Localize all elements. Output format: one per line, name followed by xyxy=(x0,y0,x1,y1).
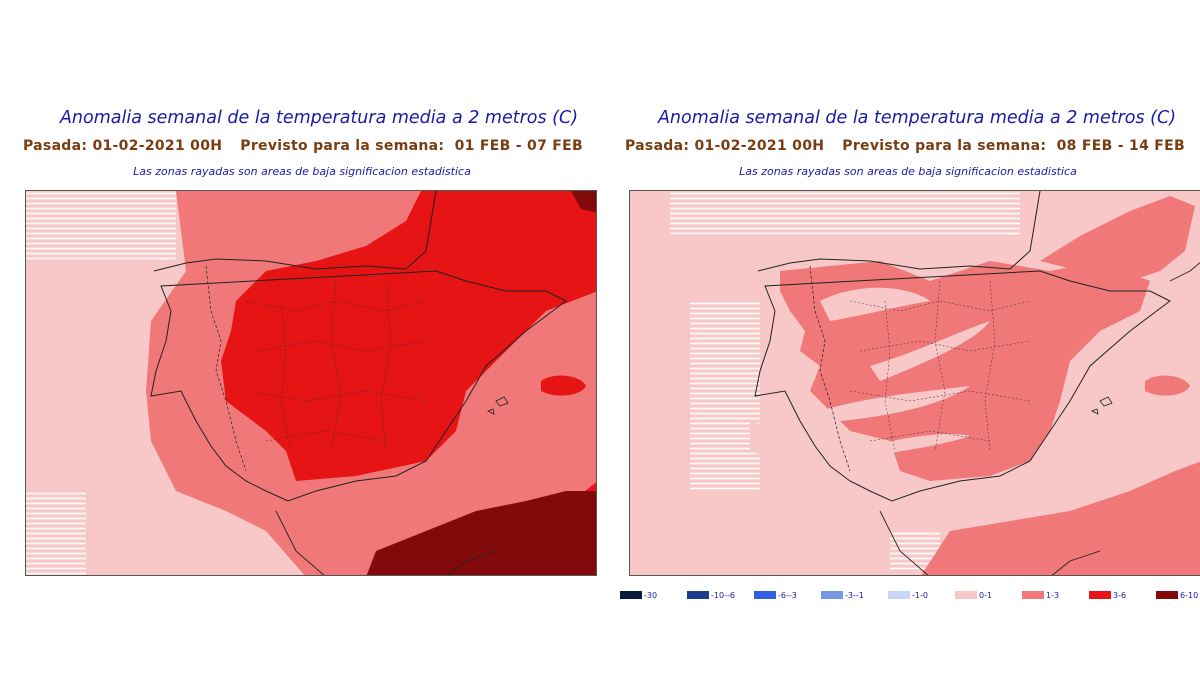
legend-label: 0-1 xyxy=(979,590,993,600)
coastline xyxy=(487,396,509,415)
run-label: Pasada: 01-02-2021 00H xyxy=(23,138,223,154)
anomaly-zone-6-10 xyxy=(366,491,596,575)
legend-label: 6-10 xyxy=(1180,590,1199,600)
legend-swatch xyxy=(1022,591,1044,599)
run-info-line: Pasada: 01-02-2021 00H Previsto para la s… xyxy=(23,138,583,154)
run-label: Pasada: 01-02-2021 00H xyxy=(625,138,825,154)
legend-swatch xyxy=(1156,591,1178,599)
hatched-zone xyxy=(26,191,176,261)
legend-item: -3--1 xyxy=(821,589,864,601)
hatched-zone xyxy=(670,191,1020,236)
coastline xyxy=(879,510,1101,575)
map-panel-week-2: Anomalia semanal de la temperatura media… xyxy=(600,0,1200,675)
legend-item: 6-10 xyxy=(1156,589,1198,601)
legend-item: 0-1 xyxy=(955,589,992,601)
forecast-label: Previsto para la semana: xyxy=(240,138,445,154)
map-title: Anomalia semanal de la temperatura media… xyxy=(657,108,1177,128)
coastline xyxy=(1169,262,1200,282)
anomaly-map-graphic xyxy=(630,191,1200,575)
legend-label: -10--6 xyxy=(711,590,735,600)
legend-label: -3--1 xyxy=(845,590,864,600)
anomaly-zone-1-3 xyxy=(1040,196,1195,281)
map-title: Anomalia semanal de la temperatura media… xyxy=(59,108,579,128)
coastline xyxy=(150,191,567,502)
province-borders xyxy=(245,300,427,442)
legend-label: 3-6 xyxy=(1113,590,1127,600)
anomaly-zone-1-3 xyxy=(921,461,1200,575)
anomaly-zone-0-1 xyxy=(750,421,880,481)
legend-swatch xyxy=(754,591,776,599)
legend-swatch xyxy=(888,591,910,599)
run-info-line: Pasada: 01-02-2021 00H Previsto para la s… xyxy=(625,138,1185,154)
province-borders xyxy=(849,300,1031,442)
anomaly-zone-0-1 xyxy=(820,386,970,421)
legend-item: -1-0 xyxy=(888,589,928,601)
legend-label: 1-3 xyxy=(1046,590,1060,600)
province-borders xyxy=(280,280,392,452)
forecast-range: 08 FEB - 14 FEB xyxy=(1056,138,1186,154)
anomaly-zone-6-10 xyxy=(571,191,596,213)
map-panel-week-1: Anomalia semanal de la temperatura media… xyxy=(23,108,597,576)
province-borders xyxy=(884,280,996,452)
legend-label: -6--3 xyxy=(778,590,797,600)
hatched-zone xyxy=(26,491,86,575)
legend-swatch xyxy=(955,591,977,599)
legend-swatch xyxy=(620,591,642,599)
coastline xyxy=(1091,396,1113,415)
anomaly-zone-0-1 xyxy=(870,321,990,381)
hatched-zone xyxy=(690,301,760,491)
anomaly-map-graphic xyxy=(26,191,596,575)
anomaly-zone-1-3 xyxy=(1145,375,1190,396)
anomaly-zone-3-6 xyxy=(541,375,586,396)
forecast-range: 01 FEB - 07 FEB xyxy=(454,138,584,154)
legend-item: 1-3 xyxy=(1022,589,1059,601)
anomaly-zone-1-3 xyxy=(780,261,1150,481)
legend-item: 3-6 xyxy=(1089,589,1126,601)
hatching-note: Las zonas rayadas son areas de baja sign… xyxy=(133,165,471,178)
legend-swatch xyxy=(687,591,709,599)
coastline xyxy=(275,510,497,575)
legend-swatch xyxy=(821,591,843,599)
legend-label: -30 xyxy=(644,590,658,600)
anomaly-zone-3-6 xyxy=(221,191,596,481)
anomaly-map xyxy=(25,190,597,576)
legend-item: -30 xyxy=(620,589,657,601)
hatching-note: Las zonas rayadas son areas de baja sign… xyxy=(739,165,1077,178)
country-border xyxy=(205,265,247,472)
anomaly-zone-0-1 xyxy=(870,434,970,456)
country-border xyxy=(809,265,851,472)
legend-swatch xyxy=(1089,591,1111,599)
anomaly-map xyxy=(629,190,1200,576)
forecast-label: Previsto para la semana: xyxy=(842,138,1047,154)
legend-item: -10--6 xyxy=(687,589,735,601)
coastline xyxy=(754,191,1171,502)
legend-label: -1-0 xyxy=(912,590,928,600)
legend-item: -6--3 xyxy=(754,589,797,601)
anomaly-zone-0-1 xyxy=(820,287,930,321)
